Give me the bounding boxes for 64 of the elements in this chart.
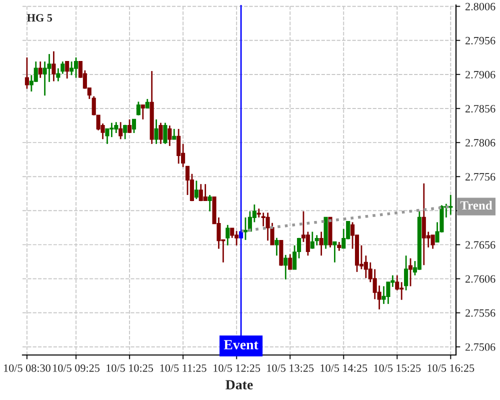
- x-tick-label: 10/5 16:25: [428, 364, 474, 372]
- candlestick: [74, 56, 78, 79]
- candlestick: [319, 231, 324, 256]
- candlestick: [24, 56, 29, 90]
- candlestick: [140, 104, 145, 120]
- candlestick: [395, 274, 400, 292]
- candlestick: [123, 124, 128, 140]
- y-tick-label: 2.7606: [466, 275, 496, 283]
- x-tick-label: 10/5 10:25: [106, 364, 154, 372]
- y-tick-label: 2.7756: [466, 173, 496, 181]
- y-tick-label: 2.8006: [466, 2, 496, 10]
- candlestick: [34, 60, 38, 83]
- candlestick: [208, 194, 212, 212]
- candlestick: [288, 254, 292, 270]
- y-tick-label: 2.7906: [466, 70, 496, 78]
- candlestick: [158, 122, 163, 145]
- candlestick: [70, 60, 74, 76]
- text: HG 5: [27, 14, 52, 22]
- candlestick: [284, 254, 288, 280]
- candlestick: [52, 50, 56, 82]
- x-axis-title: Date: [226, 380, 253, 390]
- x-tick-label: 10/5 12:25: [214, 364, 260, 372]
- x-tick-label: 10/5 14:25: [320, 364, 368, 372]
- candlestick: [404, 254, 408, 292]
- candlestick: [306, 231, 310, 256]
- candlestick: [314, 234, 319, 246]
- x-tick-label: 10/5 13:25: [267, 364, 314, 372]
- x-tick-label: 10/5 09:25: [53, 364, 100, 372]
- candlestick: [448, 194, 453, 216]
- candlestick: [243, 216, 248, 241]
- candlestick: [154, 118, 158, 145]
- candlestick: [118, 121, 123, 140]
- candlestick: [38, 60, 42, 79]
- candlestick: [172, 128, 176, 140]
- candlestick: [56, 68, 60, 82]
- candlestick: [128, 118, 132, 134]
- candlestick: [274, 237, 279, 256]
- y-tick-label: 2.7556: [466, 309, 496, 317]
- x-tick-label: 10/5 08:30: [4, 364, 50, 372]
- candlestick: [65, 60, 70, 80]
- x-tick-label: 10/5 15:25: [374, 364, 421, 372]
- candlestick: [408, 258, 413, 287]
- candlestick: [136, 101, 140, 116]
- candlestick: [430, 234, 435, 250]
- candlestick: [132, 118, 136, 134]
- y-tick-label: 2.7656: [466, 241, 496, 249]
- candlestick: [310, 231, 314, 250]
- x-tick-label: 10/5 11:25: [160, 364, 206, 372]
- y-tick-label: 2.7506: [466, 343, 496, 351]
- candlestick: [194, 180, 198, 200]
- y-tick-label: 2.7806: [466, 139, 496, 147]
- candlestick: [92, 96, 96, 116]
- y-tick-label: 2.7856: [466, 104, 496, 113]
- candlestick: [230, 228, 234, 239]
- candlestick: [382, 286, 386, 305]
- series-label: Trend: [460, 200, 492, 210]
- candlestick: [176, 128, 181, 164]
- candlestick: [163, 122, 168, 145]
- candlestick: [332, 241, 337, 264]
- ref-line-label: Event: [224, 340, 258, 350]
- candlestick: [226, 224, 230, 246]
- candlestick: [168, 124, 172, 147]
- y-tick-label: 2.7956: [466, 36, 496, 44]
- candlestick: [203, 183, 208, 202]
